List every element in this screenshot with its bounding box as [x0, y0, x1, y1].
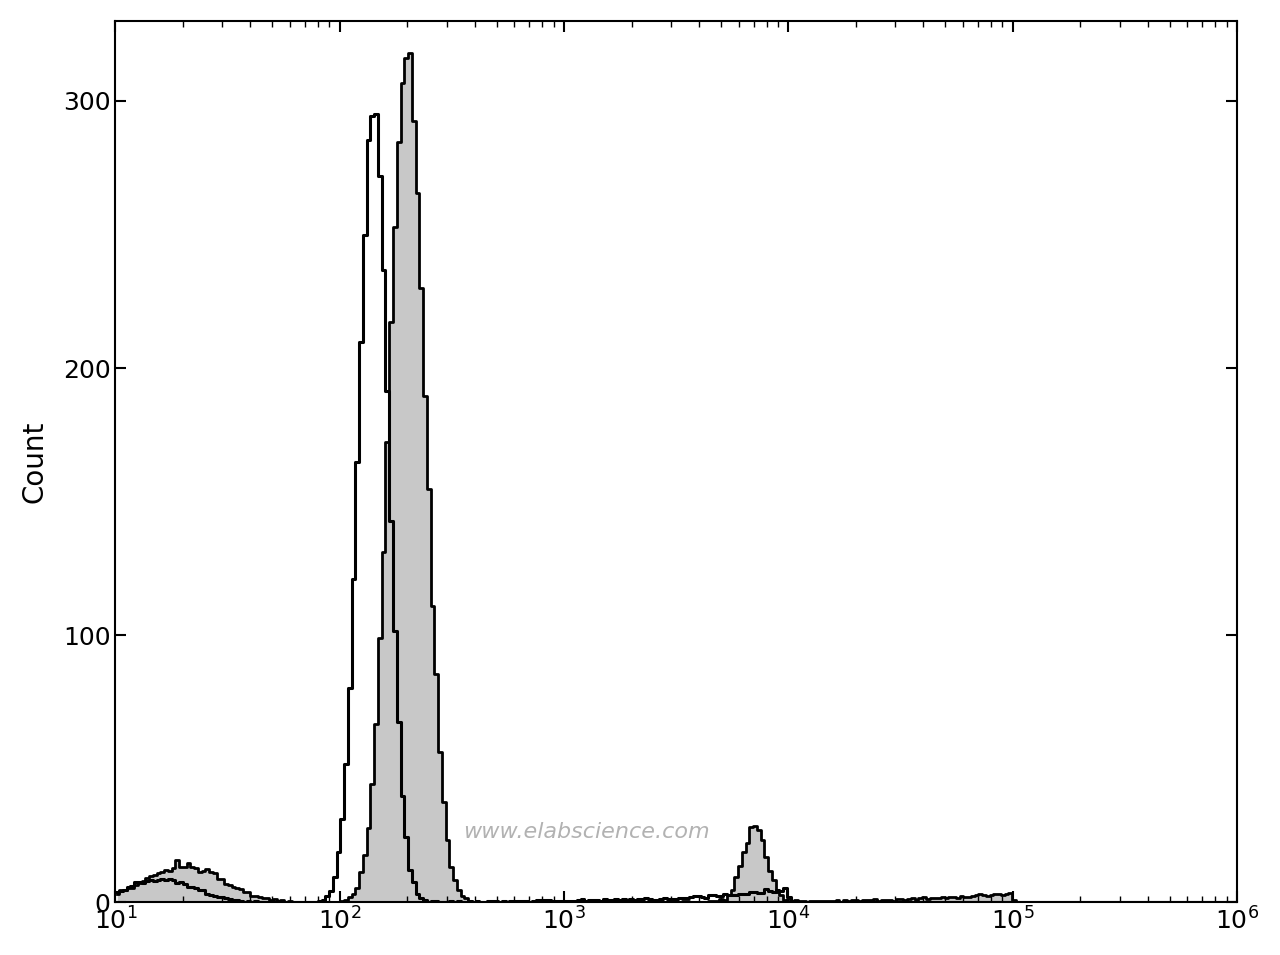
Y-axis label: Count: Count [20, 420, 49, 502]
Text: www.elabscience.com: www.elabscience.com [463, 821, 710, 841]
